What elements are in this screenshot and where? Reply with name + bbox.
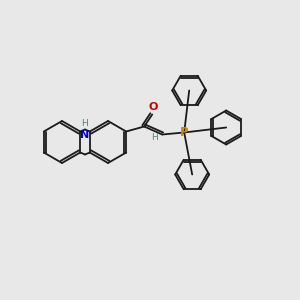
Text: P: P [180,126,188,139]
Text: N: N [80,130,90,140]
Text: H: H [151,133,158,142]
Text: O: O [148,103,158,112]
Text: H: H [82,118,88,127]
